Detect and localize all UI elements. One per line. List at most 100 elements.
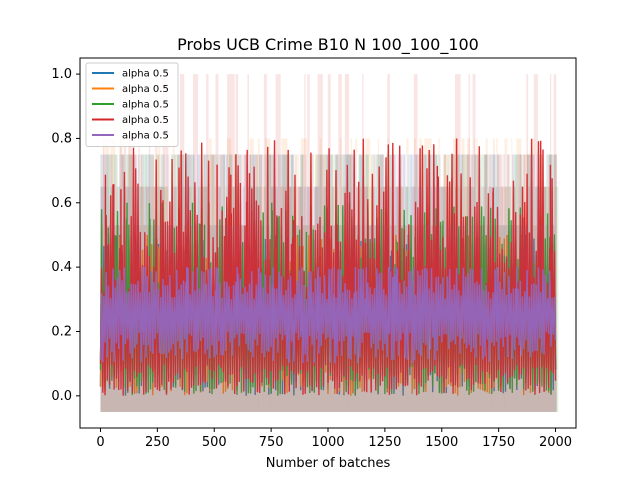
band-segment <box>278 74 281 412</box>
x-tick-label: 500 <box>202 435 227 450</box>
band-segment <box>141 154 143 412</box>
x-tick-label: 250 <box>145 435 170 450</box>
band-segment <box>513 186 516 412</box>
band-segment <box>268 154 270 412</box>
band-segment <box>286 154 288 412</box>
band-segment <box>319 74 323 412</box>
band-segment <box>307 74 310 412</box>
y-axis: 0.0 0.2 0.4 0.6 0.8 1.0 <box>51 67 80 404</box>
band-segment <box>390 154 393 412</box>
band-segment <box>383 186 386 412</box>
band-segment <box>484 154 487 412</box>
x-tick-label: 1500 <box>425 435 458 450</box>
y-tick-label: 0.2 <box>51 324 72 339</box>
band-segment <box>373 154 377 412</box>
y-tick-label: 0.0 <box>51 389 72 404</box>
band-segment <box>206 74 209 412</box>
band-segment <box>221 154 226 412</box>
band-segment <box>147 154 150 412</box>
band-segment <box>483 154 487 412</box>
band-segment <box>536 154 538 412</box>
band-segment <box>517 154 519 412</box>
y-tick-label: 0.8 <box>51 131 72 146</box>
band-segment <box>344 74 348 412</box>
band-segment <box>457 154 459 412</box>
band-segment <box>238 154 241 412</box>
band-segment <box>304 74 306 412</box>
band-segment <box>122 154 125 412</box>
band-segment <box>554 154 556 412</box>
x-axis: 0 250 500 750 1000 1250 1500 1750 2000 <box>96 428 572 450</box>
x-tick-label: 1250 <box>368 435 401 450</box>
band-segment <box>218 154 220 412</box>
band-segment <box>492 154 495 412</box>
band-segment <box>102 74 104 412</box>
band-segment <box>128 186 132 412</box>
band-segment <box>100 154 104 412</box>
band-segment <box>204 154 207 412</box>
band-segment <box>273 154 277 412</box>
band-segment <box>299 154 302 412</box>
band-segment <box>283 154 285 412</box>
band-segment <box>181 154 184 412</box>
band-segment <box>164 74 168 412</box>
band-segment <box>131 154 133 412</box>
band-segment <box>491 154 493 412</box>
legend-label: alpha 0.5 <box>122 131 169 142</box>
band-segment <box>415 154 418 412</box>
band-segment <box>103 154 106 412</box>
band-segment <box>157 154 160 412</box>
y-tick-label: 1.0 <box>51 67 72 82</box>
band-segment <box>145 154 147 412</box>
band-segment <box>347 154 351 412</box>
band-segment <box>478 154 481 412</box>
band-segment <box>304 154 307 412</box>
band-segment <box>103 138 107 412</box>
band-segment <box>352 154 355 412</box>
band-segment <box>134 154 137 412</box>
band-segment <box>346 154 348 412</box>
band-segment <box>415 74 418 412</box>
band-segment <box>265 154 269 412</box>
band-segment <box>263 74 267 412</box>
band-segment <box>533 74 535 412</box>
band-segment <box>132 154 135 412</box>
band-segment <box>534 74 538 412</box>
y-tick-label: 0.6 <box>51 196 72 211</box>
band-segment <box>301 186 305 412</box>
band-segment <box>254 154 258 412</box>
band-segment <box>502 154 505 412</box>
x-tick-label: 750 <box>259 435 284 450</box>
band-segment <box>284 154 287 412</box>
x-axis-label: Number of batches <box>266 456 391 471</box>
band-segment <box>457 74 461 412</box>
plot-series-layer <box>99 74 559 412</box>
band-segment <box>511 154 514 412</box>
band-segment <box>138 154 141 412</box>
band-segment <box>428 154 432 412</box>
band-segment <box>321 154 323 412</box>
band-segment <box>306 186 308 412</box>
x-tick-label: 1000 <box>311 435 344 450</box>
band-segment <box>440 186 443 412</box>
band-segment <box>451 154 455 412</box>
band-segment <box>246 154 250 412</box>
band-segment <box>227 154 229 412</box>
band-segment <box>555 154 557 412</box>
y-tick-label: 0.4 <box>51 260 72 275</box>
band-segment <box>174 154 177 412</box>
band-segment <box>442 186 446 412</box>
band-segment <box>114 154 117 412</box>
legend-label: alpha 0.5 <box>122 69 169 80</box>
legend: alpha 0.5 alpha 0.5 alpha 0.5 alpha 0.5 alph… <box>85 62 179 147</box>
legend-box <box>85 62 179 147</box>
band-segment <box>498 154 500 412</box>
band-segment <box>126 154 129 412</box>
band-segment <box>529 154 533 412</box>
band-segment <box>193 154 196 412</box>
band-segment <box>153 186 157 412</box>
band-segment <box>251 154 255 412</box>
x-tick-label: 2000 <box>539 435 572 450</box>
band-segment <box>152 154 154 412</box>
band-segment <box>466 154 468 412</box>
